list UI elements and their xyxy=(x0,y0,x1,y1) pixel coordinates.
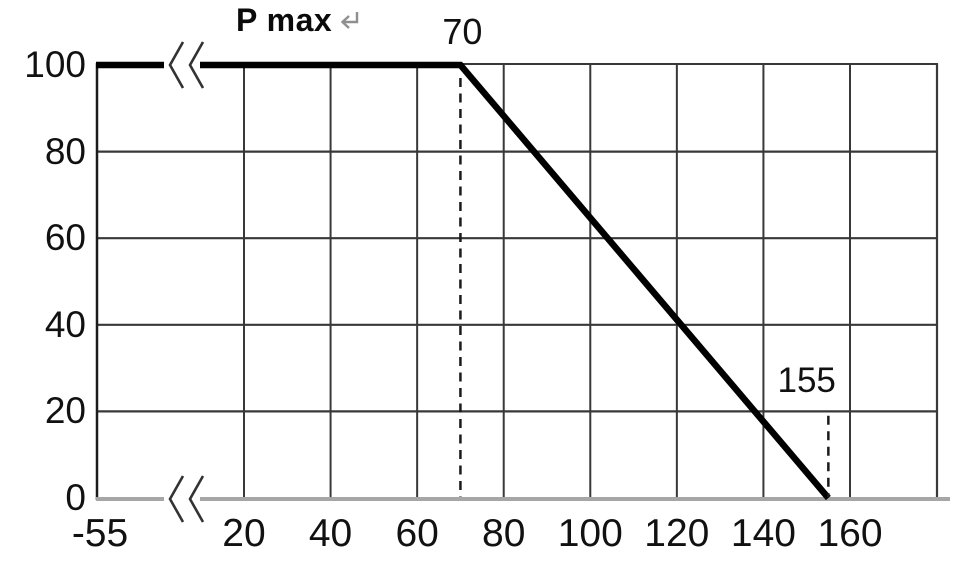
x-tick-label: 80 xyxy=(482,512,526,555)
y-tick-label: 40 xyxy=(44,303,86,345)
curve-label: P max xyxy=(236,2,333,38)
annotation-label: 155 xyxy=(777,361,836,401)
axis-break-chevron-top xyxy=(188,41,205,89)
curve-label-group: P max xyxy=(236,2,362,38)
axis-break-chevron-top xyxy=(168,41,185,89)
return-mark-icon xyxy=(340,12,359,29)
x-tick-label: 60 xyxy=(395,512,439,555)
x-tick-label: 120 xyxy=(644,512,710,555)
x-tick-label: -55 xyxy=(71,512,129,555)
axis-break-chevron-bottom xyxy=(188,475,205,523)
derating-curve xyxy=(96,61,831,501)
y-tick-label: 60 xyxy=(44,217,86,259)
y-tick-label: 80 xyxy=(44,130,86,172)
x-tick-label: 20 xyxy=(222,512,266,555)
y-tick-label: 0 xyxy=(65,477,86,518)
annotation-label: 70 xyxy=(442,11,483,52)
axis-break-chevron-bottom xyxy=(168,475,185,523)
x-tick-label: 100 xyxy=(557,512,623,555)
x-tick-label: 160 xyxy=(817,512,883,555)
y-tick-label: 20 xyxy=(44,390,86,432)
y-tick-label: 100 xyxy=(24,44,86,85)
x-tick-label: 140 xyxy=(730,512,796,555)
x-tick-label: 40 xyxy=(308,512,353,555)
